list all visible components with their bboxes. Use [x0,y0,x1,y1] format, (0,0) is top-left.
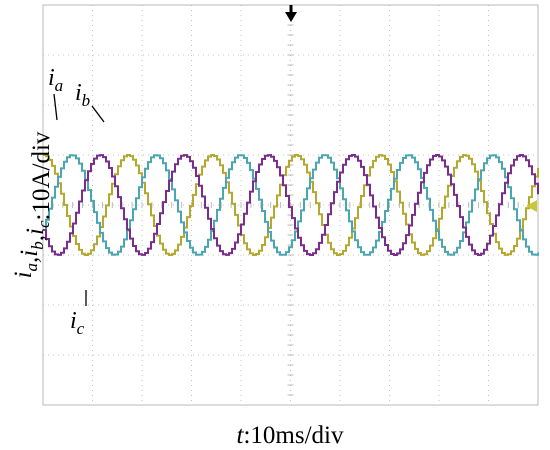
annotation-leader-a [53,93,58,121]
trigger-position-marker [285,12,297,22]
trigger-position-stem [289,5,293,13]
annotation-leader-b [91,105,105,123]
x-axis-label-symbol: t [237,422,245,449]
annotations: ia ib ic [48,65,105,338]
x-axis-label-unit: :10ms/div [243,422,344,449]
waveform-c [43,154,539,256]
waveform-b [43,154,539,256]
y-axis-label: ia,ib,ic:10A/div [10,131,55,278]
annotation-label-c: ic [70,308,85,338]
annotation-label-b: ib [75,80,90,110]
waveforms [43,154,539,256]
trigger-level-marker [526,200,537,212]
waveform-a [43,154,539,256]
annotation-label-a: ia [48,65,63,95]
x-axis-label: t:10ms/div [237,422,344,449]
